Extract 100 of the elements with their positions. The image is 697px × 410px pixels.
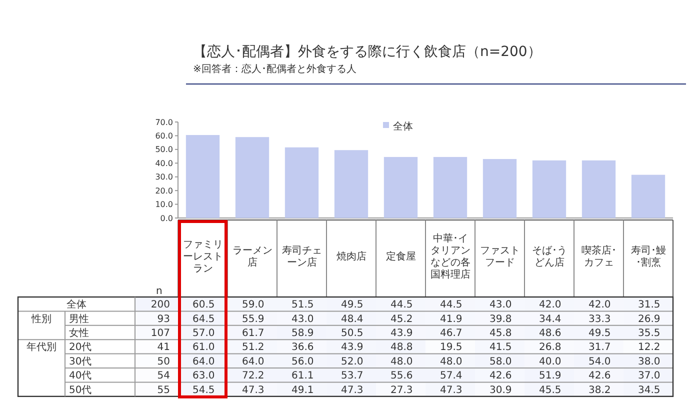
data-label: 38.0: [638, 356, 660, 368]
data-label: 44.5: [390, 300, 413, 311]
data-label: 61.0: [192, 342, 215, 354]
y-tick-label: 10.0: [155, 200, 173, 210]
y-tick-label: 30.0: [155, 172, 173, 182]
data-label: 48.6: [538, 328, 562, 339]
data-label: 40.0: [538, 356, 562, 368]
data-label: 38.2: [588, 384, 611, 396]
x-tick-label: 焼肉店: [336, 250, 366, 262]
data-label: 12.2: [638, 342, 660, 354]
data-label: 58.9: [291, 328, 314, 339]
data-label: 26.8: [538, 342, 562, 354]
data-label: 35.5: [638, 328, 660, 339]
data-label: 55.6: [390, 370, 413, 382]
data-label: 49.5: [340, 300, 364, 311]
data-label: 31.7: [588, 342, 611, 354]
x-tick-label: ファミリーレストラン: [182, 240, 223, 274]
x-tick-label: 中華･イタリアンなどの各国料理店: [430, 232, 470, 280]
x-tick-label: 寿司･鰻･割烹: [630, 246, 666, 268]
data-label: 51.5: [291, 300, 314, 311]
data-label: 27.3: [390, 384, 413, 396]
y-tick-label: 50代: [69, 384, 92, 396]
data-label: 58.0: [489, 356, 512, 368]
bar: [433, 156, 468, 218]
data-label: 34.5: [638, 384, 660, 396]
data-label: 49.1: [291, 384, 314, 396]
data-label: 48.0: [440, 356, 462, 368]
data-label: 39.8: [489, 314, 512, 325]
data-label: 64.0: [242, 356, 264, 368]
data-label: 37.0: [638, 370, 660, 382]
text: 性別: [30, 312, 52, 325]
x-tick-label: ファストフード: [480, 246, 520, 268]
y-tick-label: 女性: [69, 327, 89, 339]
data-label: 45.8: [489, 328, 512, 339]
data-label: 42.0: [588, 300, 611, 311]
y-tick-label: 0.0: [160, 214, 173, 223]
data-label: 43.9: [390, 328, 413, 339]
bar: [384, 156, 418, 218]
bar: [482, 159, 517, 218]
data-label: 45.5: [538, 384, 562, 396]
data-label: 63.0: [192, 370, 215, 382]
bar: [186, 135, 220, 218]
x-tick-label: 喫茶店･カフェ: [581, 244, 616, 268]
data-label: 200: [150, 300, 170, 311]
y-tick-label: 30代: [69, 356, 92, 368]
data-label: 93: [157, 314, 170, 325]
y-tick-label: 男性: [69, 312, 89, 325]
data-label: 59.0: [242, 300, 264, 311]
y-tick-label: 70.0: [155, 118, 173, 127]
x-tick-label: そば･うどん店: [532, 246, 567, 268]
bar: [532, 160, 566, 218]
y-tick-label: 全体: [66, 298, 86, 311]
x-tick-label: 寿司チェーン店: [282, 246, 322, 268]
data-label: 54.5: [192, 384, 215, 396]
data-label: 42.6: [489, 370, 512, 382]
data-label: 46.7: [440, 328, 462, 339]
chart-title: 【恋人･配偶者】外食をする際に行く飲食店（n=200）: [193, 44, 542, 60]
data-label: 50.5: [340, 328, 364, 339]
x-tick-label: ラーメン店: [232, 246, 272, 268]
data-label: 48.4: [340, 314, 364, 325]
data-label: 107: [150, 328, 170, 339]
bar: [334, 150, 368, 218]
y-tick-label: 60.0: [155, 132, 173, 141]
bar: [631, 174, 666, 218]
y-tick-label: 20.0: [155, 186, 173, 196]
data-label: 43.9: [340, 342, 364, 354]
data-label: 57.0: [192, 328, 215, 339]
data-label: 45.2: [390, 314, 413, 325]
bar: [235, 137, 270, 218]
data-label: 55: [157, 384, 170, 396]
data-label: 43.0: [291, 314, 314, 325]
data-label: 72.2: [242, 370, 264, 382]
data-label: 64.0: [192, 356, 215, 368]
y-tick-label: 40.0: [155, 158, 173, 168]
data-label: 47.3: [440, 384, 462, 396]
data-label: 54.0: [588, 356, 611, 368]
data-label: 57.4: [440, 370, 462, 382]
x-tick-label: 定食屋: [386, 250, 416, 262]
data-label: 54: [157, 370, 170, 382]
data-label: 36.6: [291, 342, 314, 354]
data-label: 60.5: [192, 300, 215, 311]
data-label: 33.3: [588, 314, 611, 325]
data-label: 41.9: [440, 314, 462, 325]
data-label: 48.8: [390, 342, 413, 354]
x-tick-label: n: [156, 286, 162, 297]
data-label: 64.5: [192, 314, 215, 325]
data-label: 49.5: [588, 328, 611, 339]
data-label: 48.0: [390, 356, 413, 368]
data-label: 42.6: [588, 370, 611, 382]
y-tick-label: 50.0: [155, 145, 173, 154]
legend-label: 全体: [393, 120, 413, 132]
data-label: 26.9: [638, 314, 660, 325]
bar: [582, 160, 616, 218]
data-label: 44.5: [440, 300, 462, 311]
data-label: 61.7: [242, 328, 264, 339]
data-label: 19.5: [440, 342, 462, 354]
data-label: 43.0: [489, 300, 512, 311]
data-label: 61.1: [291, 370, 314, 382]
data-label: 34.4: [538, 314, 562, 325]
text: ※回答者：恋人･配偶者と外食する人: [193, 63, 356, 75]
